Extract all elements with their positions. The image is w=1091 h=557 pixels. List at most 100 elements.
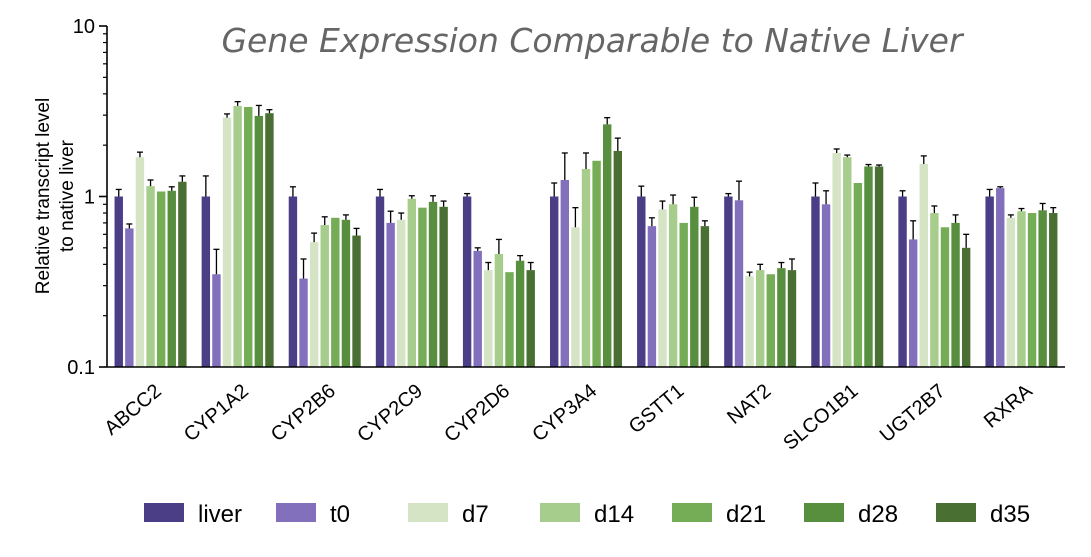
error-bar-rxra-d7	[1007, 214, 1014, 218]
error-bar-abcc2-d14	[147, 179, 154, 187]
error-bar-cyp1a2-d28	[255, 104, 262, 116]
error-bar-cyp2c9-d28	[430, 195, 437, 202]
bar-ugt2b7-d7	[919, 164, 928, 367]
bar-rxra-d14	[1017, 211, 1026, 367]
bar-cyp3a4-t0	[560, 179, 569, 367]
bar-cyp1a2-t0	[212, 274, 221, 367]
legend-item-t0: t0	[276, 501, 350, 528]
x-tick-label-gstt1: GSTT1	[625, 380, 689, 438]
x-tick-label-cyp1a2: CYP1A2	[180, 380, 253, 446]
legend-label-d7: d7	[462, 501, 489, 528]
error-bar-abcc2-t0	[126, 223, 133, 229]
bar-nat2-d35	[787, 270, 797, 367]
x-tick-label-ugt2b7: UGT2B7	[876, 380, 950, 447]
error-bar-rxra-d35	[1050, 207, 1057, 214]
error-bar-cyp2b6-liver	[289, 186, 296, 197]
bar-nat2-liver	[724, 196, 733, 367]
bar-cyp2c9-d28	[428, 201, 438, 367]
legend-item-d28: d28	[804, 501, 898, 528]
error-bar-nat2-liver	[725, 192, 732, 197]
error-bar-cyp3a4-d28	[604, 117, 611, 125]
bar-abcc2-d14	[146, 186, 155, 367]
error-bar-cyp3a4-t0	[561, 152, 568, 180]
legend-label-t0: t0	[330, 501, 350, 528]
legend-swatch-d35	[936, 503, 976, 522]
bar-rxra-d21	[1027, 213, 1037, 367]
legend-swatch-liver	[144, 503, 184, 522]
error-bar-abcc2-d35	[179, 175, 186, 182]
error-bar-gstt1-d28	[691, 196, 698, 207]
error-bars-layer	[115, 101, 1057, 279]
error-bar-cyp2b6-d7	[311, 232, 318, 243]
error-bar-slco1b1-d7	[833, 148, 840, 153]
bar-cyp2b6-d28	[341, 219, 351, 367]
bar-cyp2c9-d7	[397, 219, 406, 367]
bar-cyp2d6-d35	[526, 270, 535, 367]
legend-swatch-d7	[408, 503, 448, 522]
bar-ugt2b7-d28	[951, 222, 960, 367]
bar-cyp2c9-d35	[439, 206, 448, 367]
bar-cyp2c9-d14	[407, 198, 417, 367]
bar-cyp3a4-d14	[581, 168, 591, 367]
error-bar-cyp2c9-d7	[398, 212, 405, 220]
bar-ugt2b7-t0	[908, 239, 918, 367]
error-bar-cyp2d6-d7	[485, 261, 492, 271]
legend-swatch-d14	[540, 503, 580, 522]
error-bar-rxra-liver	[986, 188, 993, 197]
bar-rxra-t0	[996, 188, 1005, 367]
bar-nat2-t0	[734, 200, 744, 367]
error-bar-nat2-d7	[746, 271, 753, 277]
error-bar-ugt2b7-d14	[931, 205, 938, 214]
error-bar-cyp2b6-d28	[342, 214, 349, 220]
bar-cyp1a2-d14	[233, 105, 242, 367]
x-tick-label-abcc2: ABCC2	[100, 380, 165, 440]
bars-layer	[114, 105, 1058, 368]
bar-cyp2d6-d21	[505, 272, 514, 367]
legend-swatch-d21	[672, 503, 712, 522]
bar-abcc2-liver	[114, 196, 123, 367]
error-bar-ugt2b7-d7	[920, 155, 927, 165]
bar-cyp1a2-d28	[254, 115, 264, 368]
error-bar-nat2-d28	[778, 261, 785, 269]
error-bar-gstt1-d35	[701, 220, 708, 227]
x-tick-label-cyp2c9: CYP2C9	[353, 380, 427, 447]
x-tick-label-rxra: RXRA	[980, 380, 1037, 433]
bar-slco1b1-d35	[874, 166, 884, 367]
y-tick-label: 0.1	[67, 357, 95, 379]
error-bar-cyp2d6-t0	[474, 247, 481, 251]
bar-ugt2b7-d14	[930, 213, 939, 367]
error-bar-gstt1-liver	[638, 185, 645, 197]
bar-cyp2b6-d21	[331, 217, 340, 367]
error-bar-abcc2-liver	[115, 188, 122, 197]
legend: liver t0 d7 d14 d21 d28 d35	[144, 501, 1030, 528]
y-tick-label: 1	[84, 187, 95, 209]
bar-cyp2d6-liver	[462, 196, 472, 367]
legend-label-d21: d21	[726, 501, 766, 528]
bar-slco1b1-d21	[853, 183, 863, 367]
bar-gstt1-d28	[690, 206, 699, 367]
bar-cyp1a2-d7	[222, 117, 232, 367]
bar-cyp2b6-liver	[288, 196, 298, 367]
bar-slco1b1-t0	[821, 204, 831, 367]
x-tick-label-cyp3a4: CYP3A4	[528, 380, 601, 446]
bar-ugt2b7-d35	[961, 247, 971, 367]
bar-abcc2-d21	[156, 191, 166, 367]
bar-cyp1a2-liver	[201, 196, 211, 367]
bar-slco1b1-liver	[811, 196, 820, 367]
error-bar-ugt2b7-t0	[910, 220, 917, 240]
bar-abcc2-t0	[125, 228, 134, 367]
legend-label-d14: d14	[594, 501, 634, 528]
error-bar-cyp1a2-t0	[213, 248, 220, 275]
y-tick-label: 10	[73, 16, 95, 38]
error-bar-cyp2c9-d14	[408, 195, 415, 199]
bar-abcc2-d28	[167, 190, 176, 367]
legend-item-d7: d7	[408, 501, 489, 528]
error-bar-rxra-d14	[1018, 207, 1025, 212]
bar-rxra-d28	[1038, 210, 1047, 367]
error-bar-ugt2b7-d28	[952, 214, 959, 223]
error-bar-cyp2b6-d35	[353, 227, 360, 236]
bar-cyp2b6-d7	[309, 242, 319, 367]
legend-item-liver: liver	[144, 501, 242, 528]
bar-nat2-d28	[777, 268, 786, 367]
bar-cyp3a4-d35	[613, 150, 622, 367]
